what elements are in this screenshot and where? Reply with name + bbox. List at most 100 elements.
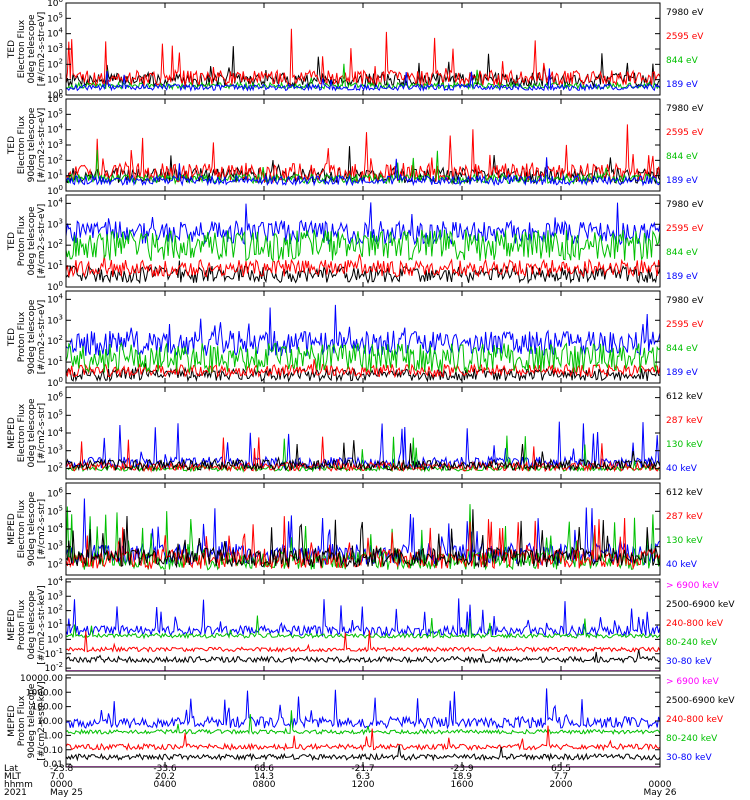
y-tick-label: 103 (47, 444, 63, 457)
panel-8: 0.01 0.10 1.00 10.00 100.00 1000.00 10000.00ME… (7, 674, 735, 770)
series-130-kev (65, 435, 661, 473)
y-axis-label: MEPEDElectron Flux90deg telescope[#/cm2-… (7, 491, 47, 566)
legend-entry: 612 keV (666, 488, 703, 498)
series-189-ev (65, 157, 661, 187)
legend-entry: > 6900 keV (666, 677, 720, 687)
series-2500-6900-kev (65, 649, 661, 665)
y-tick-label: 106 (47, 487, 63, 500)
series-844-ev (65, 149, 660, 185)
legend-entry: 40 keV (666, 560, 698, 570)
y-tick-label: 102 (47, 153, 63, 166)
y-tick-label: 100.00 (32, 703, 64, 713)
y-axis-label: MEPEDElectron Flux0deg telescope[#/cm2-s… (7, 398, 47, 468)
y-tick-label: 104 (47, 123, 63, 136)
y-tick-label: 1.00 (43, 731, 63, 741)
y-tick-label: 102 (47, 238, 63, 251)
legend-entry: 130 keV (666, 536, 703, 546)
series-2500-6900-kev (65, 745, 661, 762)
legend-entry: 240-800 keV (666, 619, 724, 629)
x-tick-label: 7.7 (554, 772, 568, 782)
y-tick-label: 106 (47, 92, 63, 105)
x-tick-label: May 25 (50, 788, 83, 798)
x-tick-label: -23.8 (50, 764, 74, 774)
y-tick-label: 104 (47, 27, 63, 40)
y-tick-label: 104 (47, 292, 63, 305)
y-tick-label: 101 (47, 355, 63, 368)
y-tick-label: 104 (47, 575, 63, 588)
series-30-80-kev (65, 598, 661, 638)
legend-entry: 130 keV (666, 440, 703, 450)
y-axis-label: TEDProton Flux0deg telescope[#/cm2-s-str… (7, 204, 47, 279)
y-tick-label: 100 (47, 184, 63, 197)
legend-entry: 612 keV (666, 392, 703, 402)
y-tick-label: 104 (47, 426, 63, 439)
y-tick-label: 102 (47, 461, 63, 474)
y-tick-label: 106 (47, 391, 63, 404)
x-tick-label: -23.9 (450, 764, 474, 774)
y-tick-label: 104 (47, 196, 63, 209)
y-tick-label: 106 (47, 0, 63, 9)
y-tick-label: 103 (47, 42, 63, 55)
legend-entry: 189 eV (666, 176, 699, 186)
x-row-label: hhmm (4, 780, 33, 790)
x-tick-label: 1200 (352, 780, 375, 790)
y-axis-label: TEDElectron Flux90deg telescope[#/cm2-s-… (7, 107, 47, 182)
series-2595-ev (65, 359, 661, 379)
y-axis-label: MEPEDProton Flux90deg telescope[#/cm2-s-… (7, 681, 47, 760)
x-tick-label: 7.0 (50, 772, 65, 782)
x-tick-label: 14.3 (254, 772, 274, 782)
y-axis-label: TEDElectron Flux0deg telescope[#/cm2-s-s… (7, 12, 47, 87)
y-tick-label: 100 (47, 632, 63, 645)
series-130-kev (65, 504, 661, 571)
y-tick-label: 101 (47, 259, 63, 272)
x-tick-label: May 26 (644, 788, 677, 798)
x-tick-label: 0000 (50, 780, 73, 790)
y-tick-label: 10-2 (45, 661, 63, 674)
y-tick-label: 100 (47, 88, 63, 101)
x-row-label: Lat (4, 764, 19, 774)
legend-entry: 7980 eV (666, 104, 704, 114)
x-tick-label: 65.5 (551, 764, 571, 774)
series-2595-ev (65, 28, 661, 88)
series-844-ev (65, 341, 661, 375)
series-240-800-kev (65, 630, 661, 653)
y-tick-label: 101 (47, 73, 63, 86)
y-tick-label: 0.10 (43, 746, 63, 756)
series-189-ev (65, 304, 661, 357)
legend-entry: 844 eV (666, 344, 699, 354)
series-2595-ev (65, 254, 661, 278)
series-844-ev (65, 229, 661, 263)
x-tick-label: 18.9 (452, 772, 472, 782)
y-tick-label: 1000.00 (26, 688, 63, 698)
y-tick-label: 104 (47, 522, 63, 535)
x-row-label: 2021 (4, 788, 27, 798)
series-189-ev (65, 202, 661, 246)
legend-entry: 2595 eV (666, 32, 704, 42)
legend-entry: 2595 eV (666, 320, 704, 330)
y-tick-label: 100 (47, 280, 63, 293)
y-tick-label: 101 (47, 169, 63, 182)
y-tick-label: 102 (47, 334, 63, 347)
y-tick-label: 103 (47, 313, 63, 326)
y-tick-label: 102 (47, 557, 63, 570)
legend-entry: 189 eV (666, 368, 699, 378)
x-tick-label: -21.7 (351, 764, 374, 774)
series-240-800-kev (65, 725, 661, 752)
legend-entry: 40 keV (666, 464, 698, 474)
legend-entry: 287 keV (666, 512, 703, 522)
legend-entry: 844 eV (666, 248, 699, 258)
y-tick-label: 105 (47, 504, 63, 517)
legend-entry: 287 keV (666, 416, 703, 426)
y-tick-label: 103 (47, 589, 63, 602)
series-30-80-kev (65, 688, 661, 730)
x-tick-label: 0000 (649, 780, 672, 790)
legend-entry: 80-240 keV (666, 734, 718, 744)
legend-entry: 240-800 keV (666, 715, 724, 725)
y-tick-label: 105 (47, 107, 63, 120)
